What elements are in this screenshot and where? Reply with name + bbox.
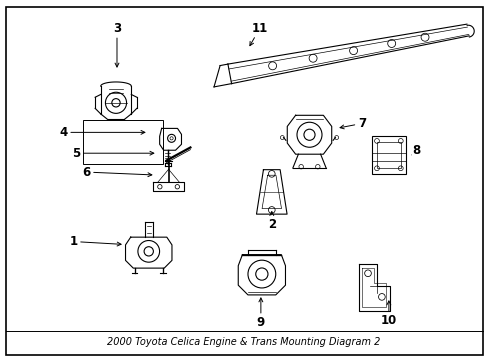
Text: 1: 1 bbox=[69, 235, 121, 248]
Text: 2000 Toyota Celica Engine & Trans Mounting Diagram 2: 2000 Toyota Celica Engine & Trans Mounti… bbox=[107, 337, 380, 347]
Text: 5: 5 bbox=[72, 147, 154, 160]
Text: 8: 8 bbox=[411, 144, 420, 157]
Text: 4: 4 bbox=[59, 126, 144, 139]
Bar bbox=[83, 121, 163, 164]
Bar bbox=[371, 136, 405, 174]
Text: 7: 7 bbox=[339, 117, 366, 130]
Text: 2: 2 bbox=[267, 212, 275, 231]
Text: 10: 10 bbox=[380, 301, 396, 327]
Bar bbox=[376, 142, 400, 168]
Text: 11: 11 bbox=[249, 22, 267, 46]
Text: 3: 3 bbox=[113, 22, 121, 67]
Text: 9: 9 bbox=[256, 298, 264, 329]
Text: 6: 6 bbox=[82, 166, 151, 179]
